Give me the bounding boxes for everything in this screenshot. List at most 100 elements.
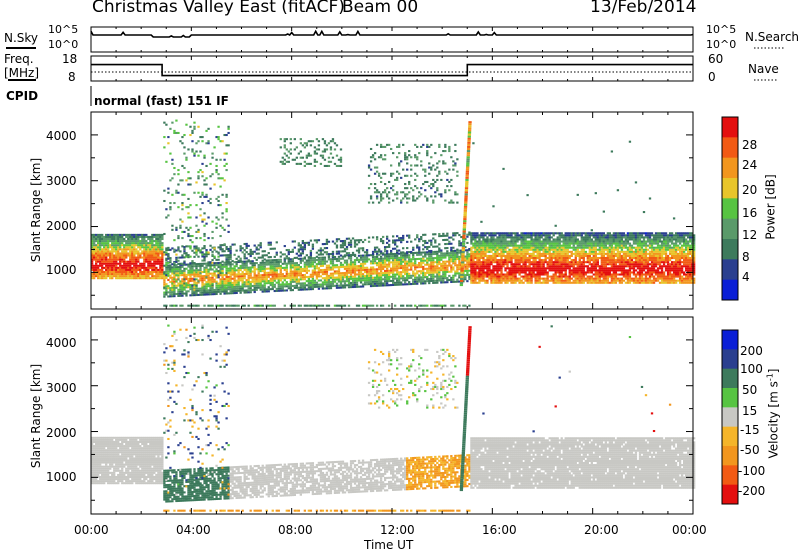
echo-cell [179, 280, 182, 283]
echo-cell [225, 275, 228, 279]
echo-cell [123, 266, 126, 269]
echo-cell [438, 279, 441, 282]
echo-cell [185, 156, 188, 159]
echo-cell [428, 162, 431, 165]
echo-cell [117, 262, 120, 265]
echo-cell [371, 284, 375, 288]
echo-cell [107, 266, 110, 269]
echo-cell [205, 183, 208, 186]
echo-cell [287, 150, 290, 153]
echo-cell [303, 278, 307, 281]
echo-cell [327, 258, 331, 261]
echo-cell [323, 148, 327, 151]
echo-cell [253, 284, 256, 287]
echo-cell [209, 197, 212, 200]
time-tick-2: 08:00 [278, 523, 313, 537]
echo-cell [195, 282, 198, 285]
echo-cell [343, 259, 347, 262]
echo-cell [343, 280, 347, 283]
echo-cell [145, 240, 148, 243]
echo-cell [223, 280, 226, 283]
echo-cell [173, 291, 176, 294]
echo-cell [494, 275, 497, 278]
echo-cell [267, 286, 270, 289]
echo-cell [151, 240, 154, 243]
echo-cell [103, 270, 106, 274]
echo-cell [299, 142, 302, 145]
echo-cell [115, 277, 118, 280]
echo-cell [466, 241, 469, 244]
echo-cell [113, 264, 116, 267]
echo-cell [470, 242, 473, 245]
echo-cell [464, 263, 467, 266]
echo-cell [333, 304, 337, 307]
echo-cell [145, 273, 148, 276]
echo-cell [317, 267, 321, 270]
velocity-cbar-tick-6: -100 [738, 464, 766, 478]
echo-cell [99, 268, 102, 271]
echo-cell [301, 274, 305, 277]
echo-cell [534, 238, 537, 241]
echo-cell [189, 275, 192, 278]
echo-cell [321, 277, 325, 280]
echo-cell [550, 248, 553, 251]
echo-cell [301, 250, 305, 253]
echo-cell [536, 265, 539, 268]
echo-cell [259, 263, 262, 266]
echo-cell [381, 197, 385, 200]
echo-cell [309, 273, 313, 276]
echo-cell [528, 281, 531, 284]
echo-cell [145, 268, 148, 271]
echo-cell [259, 274, 262, 277]
echo-cell [153, 262, 156, 265]
echo-cell [189, 125, 192, 128]
echo-cell [101, 237, 104, 241]
echo-cell [177, 259, 180, 262]
echo-cell [197, 171, 200, 174]
echo-cell [131, 254, 134, 257]
echo-cell [361, 254, 365, 257]
echo-cell [301, 257, 305, 260]
echo-cell [105, 240, 108, 243]
echo-cell [147, 242, 150, 245]
echo-cell [289, 287, 292, 290]
echo-cell [105, 248, 108, 251]
echo-cell [325, 264, 329, 267]
echo-cell [474, 281, 477, 284]
echo-cell [518, 257, 521, 260]
echo-cell [329, 262, 333, 265]
echo-cell [442, 271, 445, 274]
echo-cell [377, 274, 381, 277]
echo-cell [221, 265, 224, 268]
echo-cell [369, 283, 373, 286]
echo-cell [345, 248, 349, 251]
echo-cell [323, 142, 327, 145]
echo-cell [203, 235, 206, 238]
echo-cell [430, 168, 433, 171]
echo-cell [544, 271, 547, 274]
echo-cell [143, 235, 146, 238]
noise-search-label: N.Search [745, 30, 800, 44]
echo-cell [271, 273, 274, 276]
echo-cell [193, 283, 196, 286]
echo-cell [289, 264, 292, 267]
echo-cell [404, 277, 407, 280]
echo-cell [385, 252, 389, 255]
echo-cell [408, 264, 411, 267]
echo-cell [229, 286, 232, 289]
echo-cell [458, 268, 461, 271]
echo-cell [189, 216, 192, 219]
echo-cell [289, 274, 292, 277]
echo-cell [145, 258, 148, 261]
echo-cell [480, 279, 483, 282]
echo-cell [97, 240, 100, 243]
echo-cell [181, 265, 184, 268]
echo-cell [179, 224, 182, 227]
echo-cell [111, 262, 114, 265]
echo-cell [223, 292, 226, 295]
echo-cell [524, 257, 527, 260]
echo-cell [436, 245, 439, 248]
echo-cell [379, 238, 383, 241]
echo-cell [249, 274, 252, 277]
echo-cell [225, 169, 228, 172]
